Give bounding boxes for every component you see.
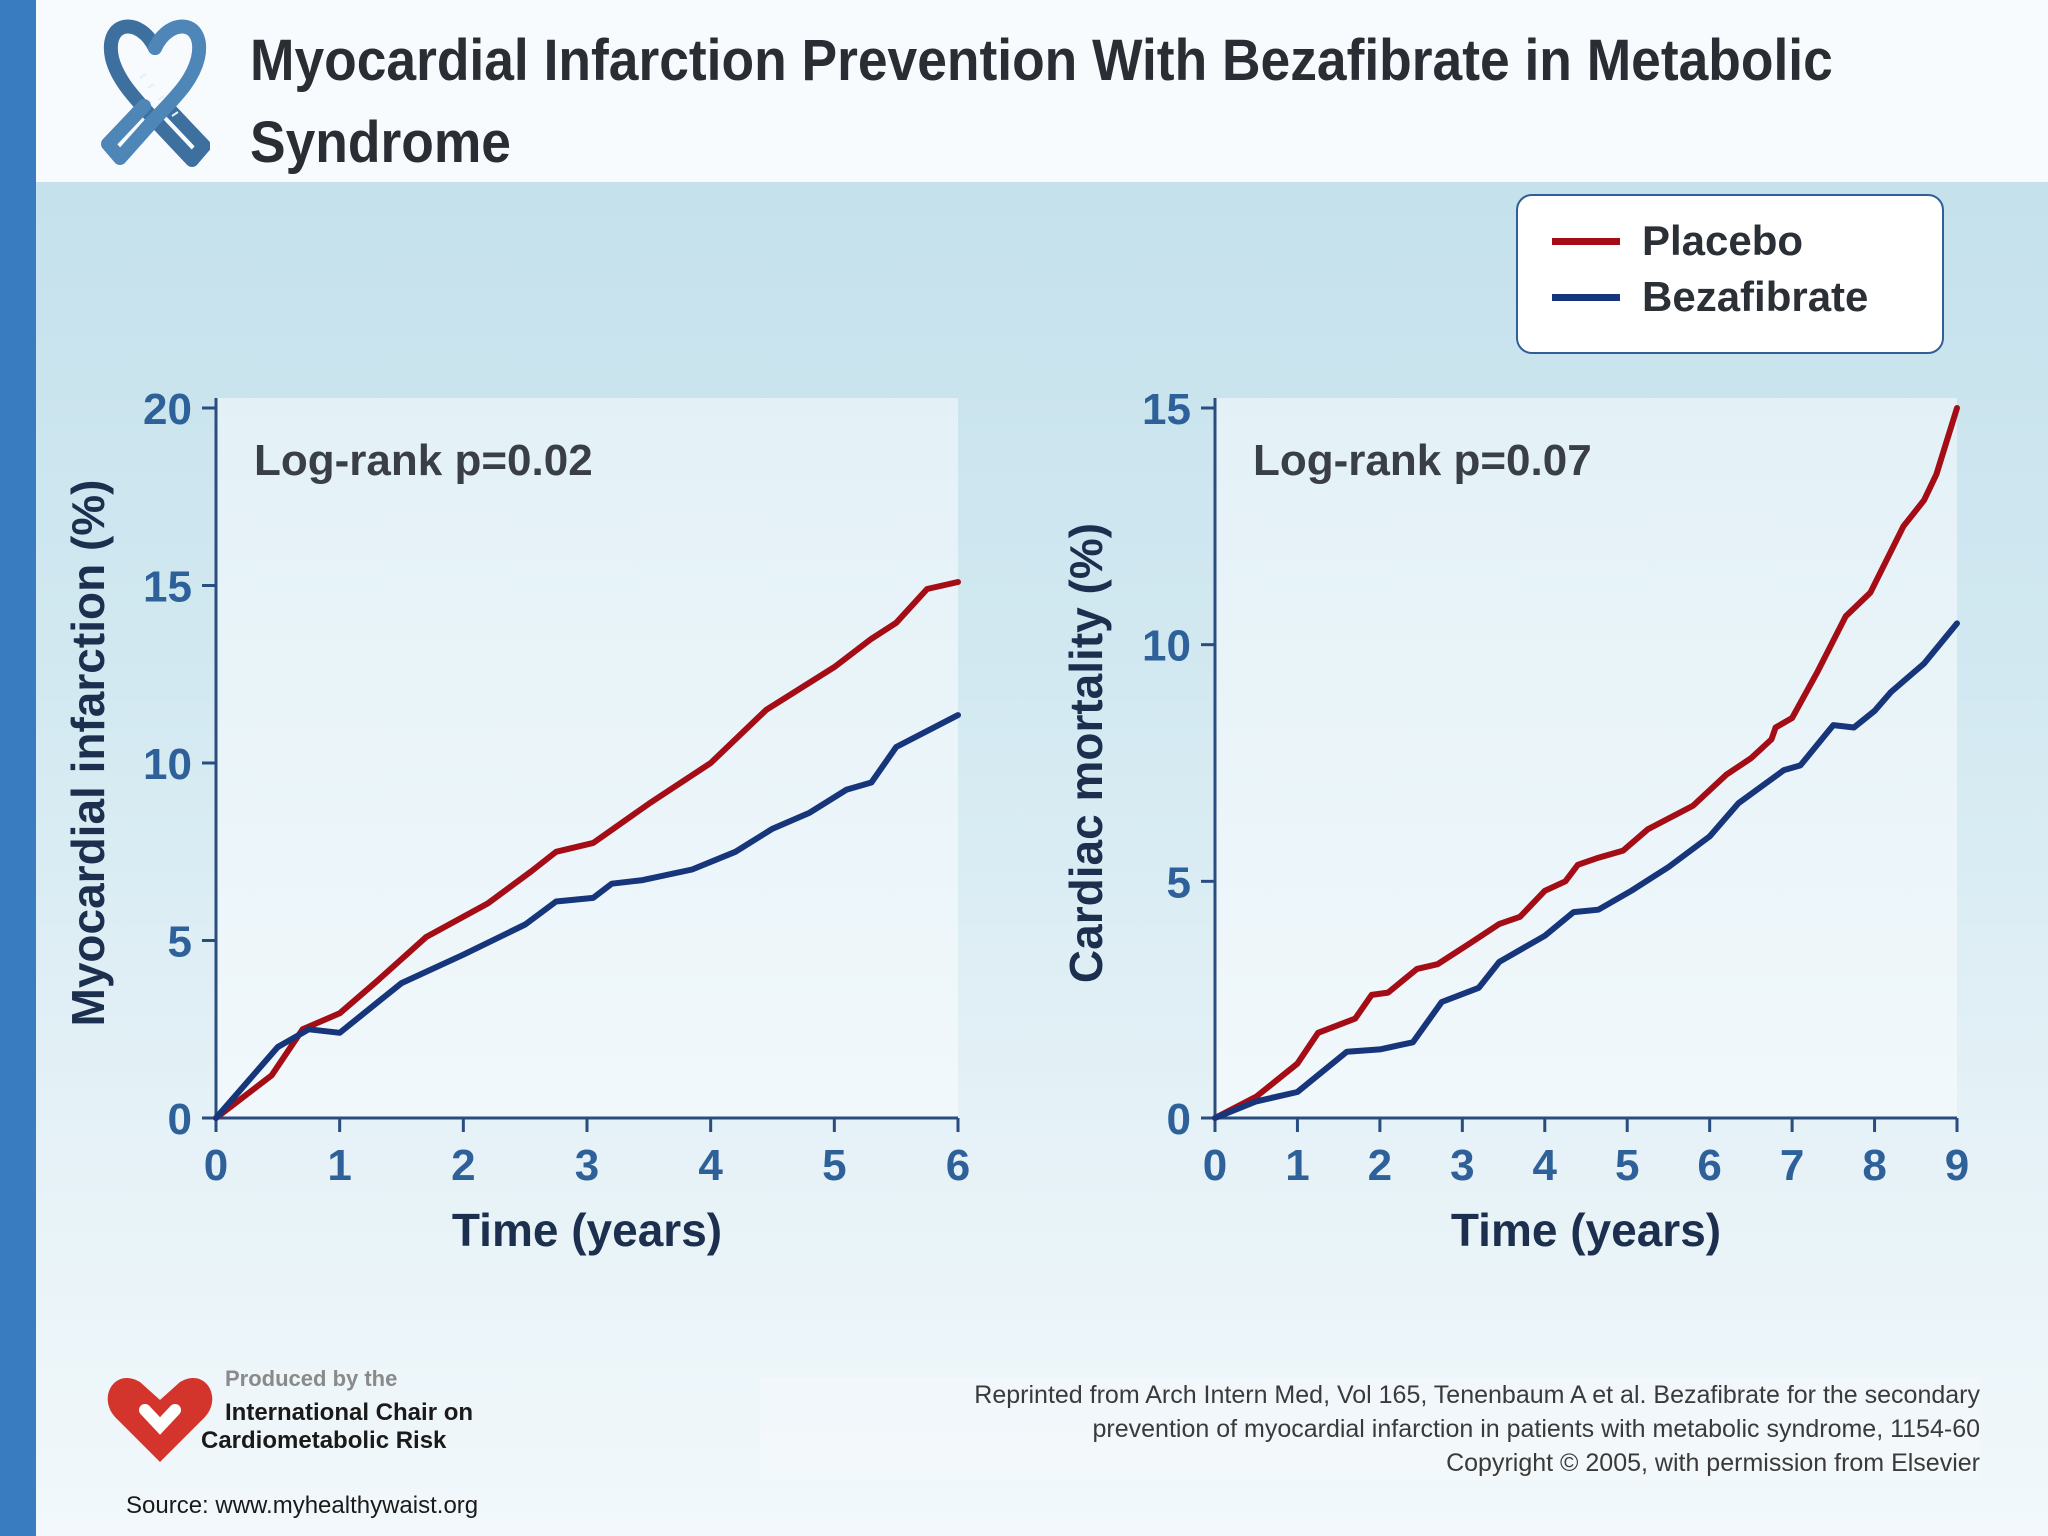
cm-x-tick-label: 6 xyxy=(1697,1141,1721,1190)
producer-logo: Produced by the International Chair on C… xyxy=(107,1366,473,1462)
legend-item-bezafibrate: Bezafibrate xyxy=(1552,272,1868,322)
mi-x-axis-label: Time (years) xyxy=(452,1204,722,1256)
legend-label-bezafibrate: Bezafibrate xyxy=(1642,273,1869,320)
myocardial-infarction-chart: 0 5 10 15 20 0 1 2 3 4 5 6 Time (years) Myocardial in… xyxy=(62,385,970,1256)
producer-line-1: Produced by the xyxy=(225,1366,397,1391)
cm-x-tick-label: 1 xyxy=(1285,1141,1309,1190)
source-text: Source: www.myhealthywaist.org xyxy=(126,1492,479,1519)
mi-logrank-annotation: Log-rank p=0.02 xyxy=(254,436,593,485)
cm-logrank-annotation: Log-rank p=0.07 xyxy=(1253,436,1592,485)
cm-y-tick-label: 10 xyxy=(1142,622,1191,671)
cm-y-tick-label: 5 xyxy=(1167,858,1191,907)
citation-block: Reprinted from Arch Intern Med, Vol 165,… xyxy=(760,1378,1980,1480)
mi-x-tick-label: 3 xyxy=(575,1141,599,1190)
legend-label-placebo: Placebo xyxy=(1642,217,1804,264)
legend-swatch-bezafibrate xyxy=(1552,293,1620,301)
mi-x-tick-label: 2 xyxy=(451,1141,475,1190)
mi-series-bezafibrate-line xyxy=(213,712,961,1121)
cm-plot-area xyxy=(1215,398,1957,1118)
legend-item-placebo: Placebo xyxy=(1552,216,1803,266)
slide-header xyxy=(36,0,2048,182)
mi-x-tick-label: 0 xyxy=(204,1141,228,1190)
slide-side-bar xyxy=(0,0,36,1536)
awareness-ribbon-icon xyxy=(101,19,210,167)
mi-y-tick-label: 20 xyxy=(143,385,192,434)
cm-x-tick-label: 9 xyxy=(1945,1141,1969,1190)
cm-series-placebo-line xyxy=(1212,405,1960,1121)
mi-y-tick-label: 5 xyxy=(168,918,192,967)
cardiac-mortality-chart: 0 5 10 15 0 1 2 3 4 5 6 7 8 9 Time (years) Cardiac mort… xyxy=(1060,385,1969,1256)
chart-legend: Placebo Bezafibrate xyxy=(1516,194,1944,354)
producer-line-3: Cardiometabolic Risk xyxy=(201,1427,447,1454)
producer-line-2: International Chair on xyxy=(225,1399,473,1426)
mi-y-tick-label: 15 xyxy=(143,563,192,612)
mi-y-tick-label: 0 xyxy=(168,1095,192,1144)
mi-x-tick-label: 1 xyxy=(327,1141,351,1190)
citation-line: Copyright © 2005, with permission from E… xyxy=(1446,1449,1980,1477)
mi-y-tick-label: 10 xyxy=(143,740,192,789)
cm-x-tick-label: 4 xyxy=(1533,1141,1558,1190)
cm-x-tick-label: 0 xyxy=(1203,1141,1227,1190)
cm-x-tick-label: 3 xyxy=(1450,1141,1474,1190)
citation-line: prevention of myocardial infarction in p… xyxy=(1092,1415,1981,1443)
cm-y-axis-label: Cardiac mortality (%) xyxy=(1060,523,1112,983)
mi-x-tick-label: 4 xyxy=(698,1141,723,1190)
cm-series-bezafibrate-line xyxy=(1212,620,1960,1121)
slide-title: Myocardial Infarction Prevention With Be… xyxy=(250,28,1833,175)
cm-x-tick-label: 5 xyxy=(1615,1141,1639,1190)
legend-swatch-placebo xyxy=(1552,237,1620,245)
mi-x-tick-label: 5 xyxy=(822,1141,846,1190)
cm-x-tick-label: 8 xyxy=(1862,1141,1886,1190)
cm-x-axis-label: Time (years) xyxy=(1451,1204,1721,1256)
cm-y-tick-label: 0 xyxy=(1167,1095,1191,1144)
mi-y-axis-label: Myocardial infarction (%) xyxy=(62,480,114,1027)
cm-x-tick-label: 2 xyxy=(1368,1141,1392,1190)
mi-plot-area xyxy=(216,398,958,1118)
mi-x-tick-label: 6 xyxy=(946,1141,970,1190)
cm-y-tick-label: 15 xyxy=(1142,385,1191,434)
mi-series-placebo-line xyxy=(213,579,961,1121)
cm-x-tick-label: 7 xyxy=(1780,1141,1804,1190)
citation-line: Reprinted from Arch Intern Med, Vol 165,… xyxy=(974,1381,1980,1409)
